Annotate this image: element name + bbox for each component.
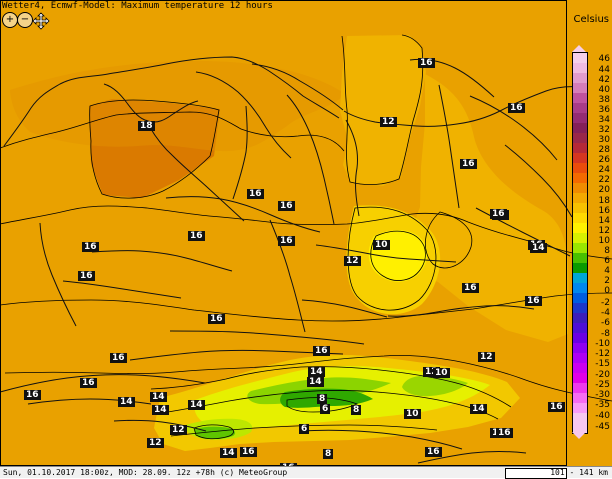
temperature-label: 6 xyxy=(299,424,310,434)
temperature-label: 16 xyxy=(460,159,477,169)
temperature-label: 16 xyxy=(525,296,542,306)
temperature-label: 16 xyxy=(490,209,507,219)
temperature-label: 8 xyxy=(323,449,334,459)
legend-label: -30 xyxy=(595,390,610,400)
temperature-label: 16 xyxy=(278,236,295,246)
temperature-label: 12 xyxy=(380,117,397,127)
temperature-label: 18 xyxy=(138,121,155,131)
temperature-label: 16 xyxy=(188,231,205,241)
legend-unit: Celsius xyxy=(573,14,609,25)
temperature-label: 16 xyxy=(24,390,41,400)
legend-label: 20 xyxy=(598,185,610,195)
legend-label: 4 xyxy=(604,266,610,276)
legend-label: -40 xyxy=(595,411,610,421)
temperature-label: 16 xyxy=(418,58,435,68)
legend-label: -2 xyxy=(601,298,610,308)
zoom-out-button[interactable]: − xyxy=(17,12,33,28)
legend-label: 28 xyxy=(598,145,610,155)
temperature-label: 16 xyxy=(425,447,442,457)
legend-label: -25 xyxy=(595,380,610,390)
temperature-label: 16 xyxy=(496,428,513,438)
legend-label: 22 xyxy=(598,175,610,185)
temperature-label: 8 xyxy=(317,394,328,404)
temperature-label: 14 xyxy=(220,448,237,458)
temperature-label: 14 xyxy=(118,397,135,407)
legend-label: -8 xyxy=(601,329,610,339)
zoom-in-button[interactable]: + xyxy=(2,12,18,28)
pan-control-icon[interactable] xyxy=(32,12,50,30)
legend-label: 10 xyxy=(598,236,610,246)
temperature-legend xyxy=(572,52,588,434)
legend-bottom-arrow xyxy=(572,432,586,439)
legend-label: 46 xyxy=(598,54,610,64)
legend-label: -20 xyxy=(595,370,610,380)
legend-label: 26 xyxy=(598,155,610,165)
temperature-label: 14 xyxy=(152,405,169,415)
map-zoom-controls[interactable]: + − xyxy=(2,12,50,34)
legend-label: 42 xyxy=(598,75,610,85)
temperature-label: 16 xyxy=(78,271,95,281)
temperature-label: 14 xyxy=(188,400,205,410)
temperature-label: 16 xyxy=(80,378,97,388)
temperature-label: 16 xyxy=(247,189,264,199)
model-footer-text: Sun, 01.10.2017 18:00z, MOD: 28.09. 12z … xyxy=(3,468,288,477)
temperature-label: 16 xyxy=(82,242,99,252)
legend-label: 2 xyxy=(604,276,610,286)
temperature-label: 12 xyxy=(423,367,440,377)
temperature-label: 16 xyxy=(208,314,225,324)
temperature-label: 16 xyxy=(313,346,330,356)
temperature-label: 14 xyxy=(530,243,547,253)
legend-label: 24 xyxy=(598,165,610,175)
temperature-label: 12 xyxy=(344,256,361,266)
temperature-label: 16 xyxy=(110,353,127,363)
temperature-label: 16 xyxy=(240,447,257,457)
temperature-label: 12 xyxy=(147,438,164,448)
map-title: Wetter4, Ecmwf-Model: Maximum temperatur… xyxy=(2,1,273,11)
temperature-label: 10 xyxy=(433,368,450,378)
legend-label: 16 xyxy=(598,206,610,216)
legend-label: -4 xyxy=(601,308,610,318)
temperature-label: 16 xyxy=(508,103,525,113)
legend-label: 40 xyxy=(598,85,610,95)
legend-label: 18 xyxy=(598,196,610,206)
temperature-label: 14 xyxy=(308,367,325,377)
legend-label: -12 xyxy=(595,349,610,359)
legend-label: -6 xyxy=(601,318,610,328)
footer-bar: Sun, 01.10.2017 18:00z, MOD: 28.09. 12z … xyxy=(0,466,612,479)
legend-label: 34 xyxy=(598,115,610,125)
legend-label: 30 xyxy=(598,135,610,145)
temperature-label: 12 xyxy=(170,425,187,435)
temperature-label: 6 xyxy=(320,404,331,414)
temperature-label: 16 xyxy=(462,283,479,293)
legend-label: 32 xyxy=(598,125,610,135)
temperature-label: 14 xyxy=(150,392,167,402)
temperature-label: 14 xyxy=(307,377,324,387)
legend-label: 6 xyxy=(604,256,610,266)
legend-label: 0 xyxy=(604,286,610,296)
temperature-label: 14 xyxy=(470,404,487,414)
temperature-label: 16 xyxy=(548,402,565,412)
legend-label: -10 xyxy=(595,339,610,349)
legend-label: 14 xyxy=(598,216,610,226)
legend-label: 8 xyxy=(604,246,610,256)
scale-text: 101 - 141 km xyxy=(550,468,608,477)
temperature-label: 16 xyxy=(278,201,295,211)
temperature-label: 10 xyxy=(373,240,390,250)
legend-label: -35 xyxy=(595,400,610,410)
temperature-label: 10 xyxy=(404,409,421,419)
temperature-label: 8 xyxy=(351,405,362,415)
legend-label: -45 xyxy=(595,422,610,432)
legend-label: 36 xyxy=(598,105,610,115)
legend-label: 12 xyxy=(598,226,610,236)
legend-top-arrow xyxy=(572,45,586,52)
legend-label: -15 xyxy=(595,359,610,369)
legend-label: 44 xyxy=(598,65,610,75)
legend-label: 38 xyxy=(598,95,610,105)
temperature-label: 12 xyxy=(478,352,495,362)
